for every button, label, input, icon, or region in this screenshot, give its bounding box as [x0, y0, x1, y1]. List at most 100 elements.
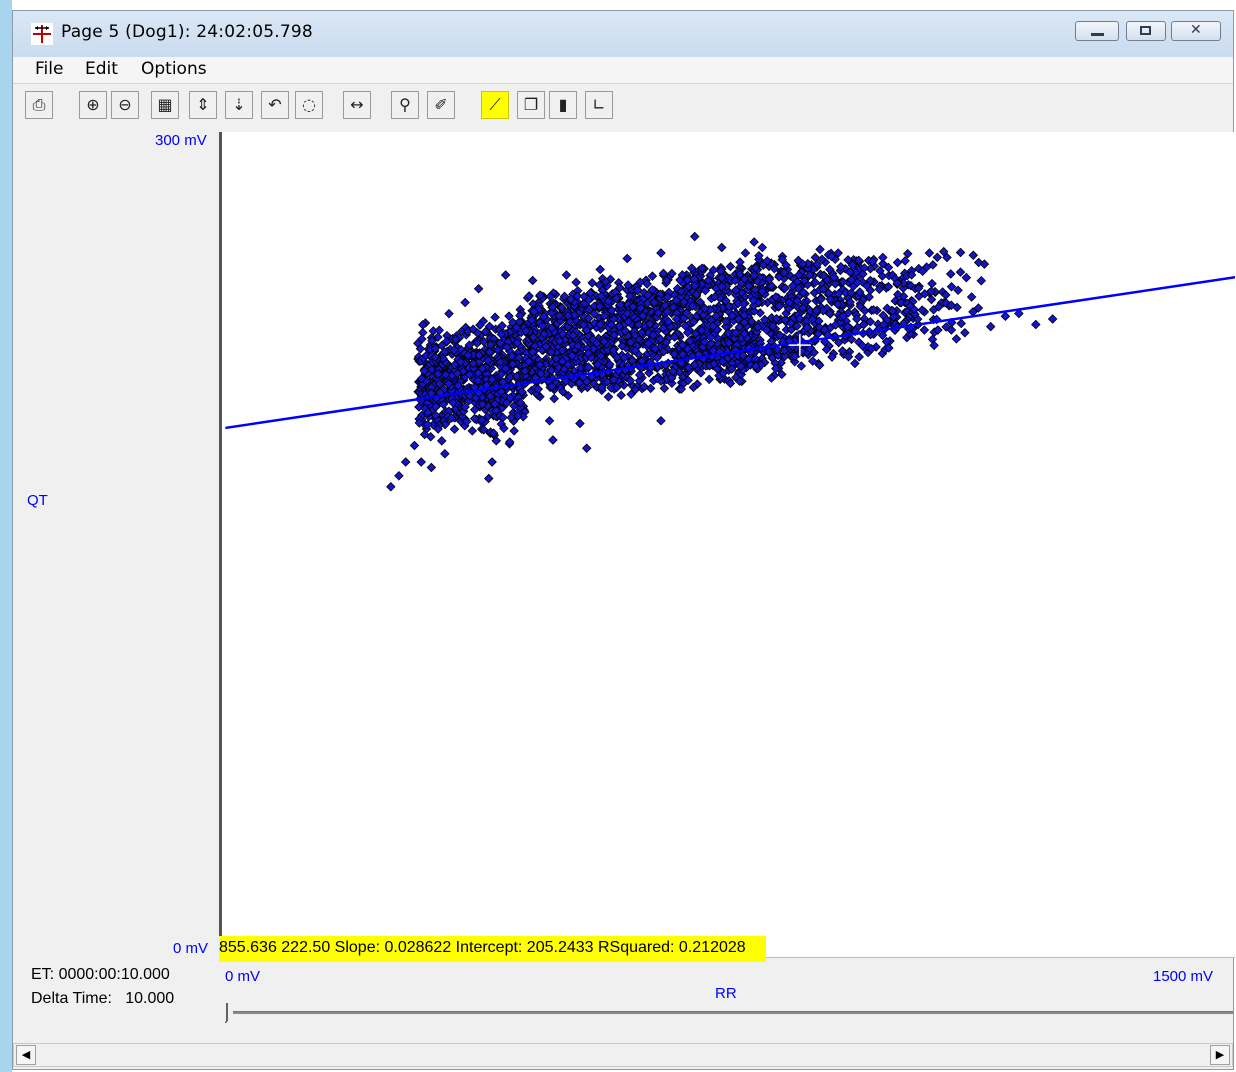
- scatter-point: [669, 349, 680, 359]
- scatter-plot[interactable]: [222, 132, 1235, 957]
- scatter-point: [663, 316, 674, 327]
- scatter-point: [878, 259, 888, 269]
- scatter-point: [946, 325, 957, 335]
- scatter-point: [484, 321, 495, 332]
- scatter-point: [688, 382, 699, 393]
- scatter-point: [699, 337, 710, 347]
- minimize-button[interactable]: [1075, 21, 1119, 41]
- scroll-left-button[interactable]: ◀: [16, 1045, 36, 1065]
- scatter-point: [818, 306, 829, 316]
- scatter-point: [893, 289, 903, 300]
- marker-button[interactable]: ⚲: [391, 91, 419, 119]
- zoom-out-button[interactable]: ⊖: [111, 91, 139, 119]
- close-icon: ✕: [1190, 22, 1202, 38]
- scatter-point: [945, 269, 956, 279]
- scatter-point: [485, 339, 496, 350]
- scatter-point: [968, 250, 979, 260]
- scatter-point: [416, 373, 427, 384]
- time-slider-track[interactable]: [233, 1011, 1233, 1014]
- fit-icon: ▦: [157, 95, 173, 114]
- scatter-point: [854, 352, 864, 362]
- scatter-point: [756, 360, 766, 370]
- scatter-point: [811, 305, 822, 316]
- histogram-icon: ▮: [558, 95, 568, 114]
- maximize-button[interactable]: [1126, 21, 1166, 41]
- menu-edit[interactable]: Edit: [85, 59, 118, 79]
- close-button[interactable]: ✕: [1171, 21, 1221, 41]
- title-bar[interactable]: Page 5 (Dog1): 24:02:05.798 ✕: [13, 11, 1233, 57]
- marker-icon: ⚲: [399, 95, 411, 114]
- scatter-point: [842, 321, 853, 332]
- scatter-point: [633, 319, 644, 330]
- menu-options[interactable]: Options: [141, 59, 207, 79]
- eraser-button[interactable]: ✐: [427, 91, 455, 119]
- scatter-point: [867, 256, 878, 267]
- scatter-point: [495, 338, 505, 349]
- scatter-point: [619, 353, 630, 363]
- scatter-point: [739, 274, 750, 284]
- horizontal-arrows-button[interactable]: ↔: [343, 91, 371, 119]
- fit-button[interactable]: ▦: [151, 91, 179, 119]
- scatter-point: [919, 325, 930, 335]
- zoom-in-button[interactable]: ⊕: [79, 91, 107, 119]
- scatter-point: [460, 402, 470, 412]
- scatter-point: [927, 278, 937, 289]
- scatter-point: [753, 322, 763, 333]
- scatter-point: [794, 313, 805, 324]
- menu-file[interactable]: File: [35, 59, 64, 79]
- scatter-point: [440, 347, 450, 357]
- compress-vertical-button[interactable]: ⇣: [225, 91, 253, 119]
- scatter-point: [774, 272, 784, 282]
- undo-icon: ↶: [268, 95, 282, 114]
- scatter-point: [595, 264, 605, 275]
- scatter-point: [643, 338, 654, 349]
- scatter-point: [910, 309, 920, 319]
- scatter-plot-area[interactable]: [219, 132, 1235, 958]
- scatter-point: [603, 392, 614, 402]
- scatter-point: [827, 352, 837, 362]
- menu-bar: File Edit Options: [13, 57, 1233, 84]
- scatter-point: [527, 275, 538, 286]
- scatter-point: [743, 354, 754, 364]
- log-scale-button[interactable]: ∟: [585, 91, 613, 119]
- scroll-right-button[interactable]: ▶: [1210, 1045, 1230, 1065]
- scatter-point: [415, 344, 426, 354]
- undo-button[interactable]: ↶: [261, 91, 289, 119]
- scatter-point: [804, 270, 815, 280]
- scatter-point: [480, 326, 491, 337]
- scatter-point: [857, 340, 868, 351]
- scatter-point: [418, 320, 428, 330]
- lasso-icon: ◌: [302, 95, 316, 114]
- app-icon: [31, 23, 53, 45]
- time-slider-thumb[interactable]: [225, 1001, 233, 1023]
- print-button[interactable]: ⎙: [25, 91, 53, 119]
- scatter-point: [473, 375, 483, 386]
- scatter-point: [829, 272, 839, 282]
- scatter-point: [671, 295, 682, 306]
- scatter-point: [833, 248, 843, 258]
- scatter-point: [757, 286, 768, 297]
- copy-button[interactable]: ❐: [517, 91, 545, 119]
- regression-line-button[interactable]: ⟋: [481, 91, 509, 119]
- scatter-point: [475, 320, 485, 330]
- scatter-point: [743, 281, 754, 291]
- scatter-point: [766, 373, 777, 383]
- scatter-point: [766, 281, 777, 291]
- horizontal-scrollbar[interactable]: ◀ ▶: [13, 1043, 1233, 1067]
- scatter-point: [933, 302, 944, 312]
- scatter-point: [448, 398, 458, 408]
- scatter-point: [942, 252, 952, 263]
- scatter-point: [611, 293, 622, 304]
- scatter-point: [754, 250, 764, 261]
- scatter-point: [599, 311, 609, 321]
- scatter-point: [434, 379, 445, 389]
- scatter-point: [740, 248, 751, 258]
- histogram-button[interactable]: ▮: [549, 91, 577, 119]
- lasso-button[interactable]: ◌: [295, 91, 323, 119]
- scatter-point: [515, 397, 526, 408]
- expand-vertical-button[interactable]: ⇕: [189, 91, 217, 119]
- scatter-point: [622, 253, 632, 264]
- scatter-point: [1031, 319, 1041, 330]
- scatter-point: [788, 281, 798, 291]
- scatter-point: [843, 351, 854, 362]
